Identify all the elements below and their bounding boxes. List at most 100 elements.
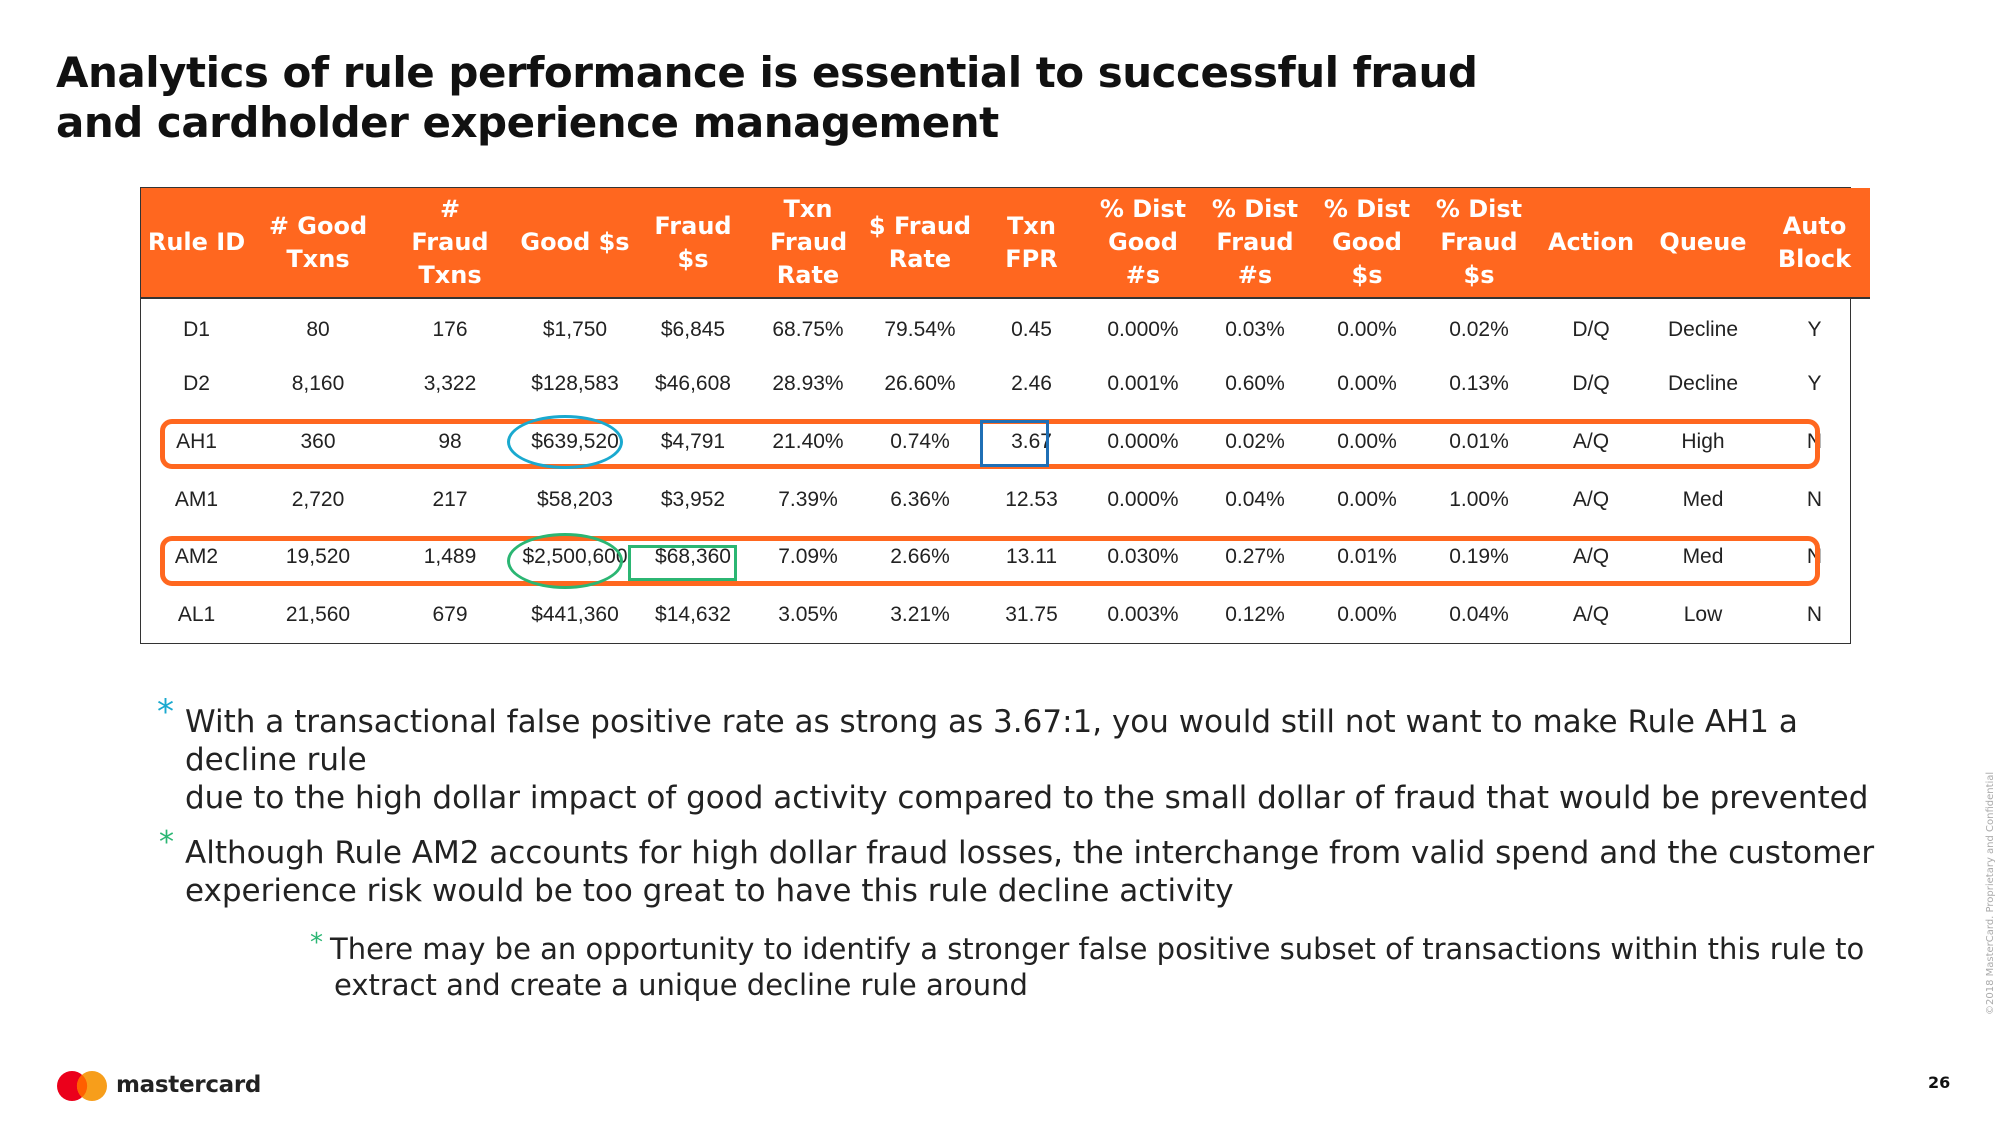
col-header: # Good Txns	[252, 188, 384, 299]
table-cell: 0.19%	[1449, 545, 1509, 569]
table-cell: 7.39%	[778, 487, 838, 511]
bullet-2-line-1: Although Rule AM2 accounts for high doll…	[185, 835, 1875, 871]
table-cell: D1	[183, 318, 210, 342]
table-cell: 0.27%	[1225, 545, 1285, 569]
circle-good-dollars-ah1	[507, 415, 623, 469]
table-cell: 0.00%	[1337, 372, 1397, 396]
table-cell: 0.00%	[1337, 487, 1397, 511]
col-header: Fraud $s	[634, 188, 752, 299]
table-row: AL1 21,560 679 $441,360 $14,632 3.05% 3.21% 31.…	[141, 586, 1870, 644]
table-cell: 2.46	[1011, 372, 1052, 396]
highlight-row-am2	[160, 536, 1820, 586]
table-cell: 0.01%	[1337, 545, 1397, 569]
table-cell: D/Q	[1572, 372, 1610, 396]
table-cell: Med	[1682, 545, 1724, 569]
table-cell: 0.03%	[1225, 318, 1285, 342]
col-header: $ Fraud Rate	[864, 188, 976, 299]
page-number: 26	[1928, 1073, 1951, 1092]
table-cell: 0.74%	[890, 429, 950, 453]
table-cell: 0.00%	[1337, 318, 1397, 342]
table-cell: $3,952	[660, 487, 726, 511]
bullet-2-line-2: experience risk would be too great to ha…	[185, 873, 1234, 909]
table-cell: 0.13%	[1449, 372, 1509, 396]
table-cell: 6.36%	[890, 487, 950, 511]
table-cell: 26.60%	[884, 372, 956, 396]
table-cell: 0.00%	[1337, 602, 1397, 626]
table-cell: 3,322	[423, 372, 477, 396]
bullet-1-line-2: due to the high dollar impact of good ac…	[185, 780, 1869, 816]
table-cell: 0.45	[1011, 318, 1052, 342]
table-body: D1 80 176 $1,750 $6,845 68.75% 79.54% 0.45 0.000…	[141, 298, 1870, 644]
page-title: Analytics of rule performance is essenti…	[56, 48, 1556, 148]
title-line-1: Analytics of rule performance is essenti…	[56, 48, 1478, 97]
table-cell: 12.53	[1005, 487, 1058, 511]
table-row: AM2 19,520 1,489 $2,500,600 $68,360 7.09% 2.66…	[141, 528, 1870, 586]
box-fraud-dollars-am2	[628, 545, 737, 581]
table-cell: 21,560	[285, 602, 351, 626]
table-cell: 80	[306, 318, 330, 342]
table-cell: 0.01%	[1449, 429, 1509, 453]
bullet-3-line-2: extract and create a unique decline rule…	[334, 968, 1028, 1002]
bullet-text-2: Although Rule AM2 accounts for high doll…	[185, 834, 1905, 910]
table-cell: 28.93%	[772, 372, 844, 396]
table-cell: Low	[1683, 602, 1723, 626]
col-header: Auto Block	[1759, 188, 1870, 299]
table-cell: 79.54%	[884, 318, 956, 342]
table-cell: 13.11	[1006, 545, 1057, 569]
table-cell: $128,583	[531, 372, 619, 396]
table-cell: Y	[1807, 372, 1822, 396]
table-cell: 679	[432, 602, 468, 626]
table-cell: Med	[1682, 487, 1724, 511]
col-header: Txn Fraud Rate	[752, 188, 864, 299]
table-row: D2 8,160 3,322 $128,583 $46,608 28.93% 26.60% 2…	[141, 356, 1870, 414]
table-cell: AH1	[176, 429, 217, 453]
table-cell: 0.04%	[1225, 487, 1285, 511]
brand-name: mastercard	[116, 1072, 262, 1098]
title-line-2: and cardholder experience management	[56, 98, 999, 147]
table-cell: $1,750	[542, 318, 608, 342]
table-row: AH1 360 98 $639,520 $4,791 21.40% 0.74% 3.67 0.0…	[141, 413, 1870, 471]
table-cell: 68.75%	[772, 318, 844, 342]
table-cell: 3.05%	[778, 602, 838, 626]
table-cell: 1.00%	[1449, 487, 1509, 511]
col-header: % Dist Good $s	[1311, 188, 1423, 299]
table-cell: 2,720	[291, 487, 345, 511]
col-header: Good $s	[516, 188, 634, 299]
table-cell: 176	[432, 318, 468, 342]
table-cell: 0.000%	[1107, 318, 1179, 342]
table-cell: A/Q	[1572, 429, 1610, 453]
mastercard-logo-icon	[57, 1071, 107, 1101]
table-cell: 0.000%	[1107, 429, 1179, 453]
table-cell: 0.030%	[1107, 545, 1179, 569]
table-cell: A/Q	[1572, 602, 1610, 626]
table-cell: 98	[438, 429, 462, 453]
table-cell: 0.04%	[1449, 602, 1509, 626]
table-cell: $6,845	[660, 318, 726, 342]
table-cell: Decline	[1667, 318, 1739, 342]
bullet-text-3: There may be an opportunity to identify …	[330, 931, 1950, 1003]
table-cell: 0.000%	[1107, 487, 1179, 511]
table-cell: $58,203	[537, 487, 613, 511]
bullet-star: *	[159, 825, 174, 860]
col-header: Action	[1535, 188, 1647, 299]
col-header: Rule ID	[141, 188, 252, 299]
bullet-star: *	[310, 928, 323, 958]
col-header: % Dist Fraud $s	[1423, 188, 1535, 299]
table-cell: A/Q	[1572, 487, 1610, 511]
table-cell: N	[1806, 602, 1823, 626]
table-cell: 0.60%	[1225, 372, 1285, 396]
table-cell: $46,608	[655, 372, 731, 396]
box-fpr-ah1	[980, 420, 1049, 467]
col-header: % Dist Fraud #s	[1199, 188, 1311, 299]
table-cell: 8,160	[291, 372, 345, 396]
table-cell: 0.12%	[1225, 602, 1285, 626]
table-cell: 21.40%	[772, 429, 844, 453]
table-cell: High	[1681, 429, 1725, 453]
table-cell: 360	[300, 429, 336, 453]
table-cell: 2.66%	[890, 545, 950, 569]
table-cell: 3.21%	[890, 602, 950, 626]
table-cell: 31.75	[1005, 602, 1058, 626]
copyright-notice: ©2018 MasterCard. Proprietary and Confid…	[1985, 771, 1996, 1015]
table-cell: AM2	[174, 545, 219, 569]
table-cell: A/Q	[1572, 545, 1610, 569]
